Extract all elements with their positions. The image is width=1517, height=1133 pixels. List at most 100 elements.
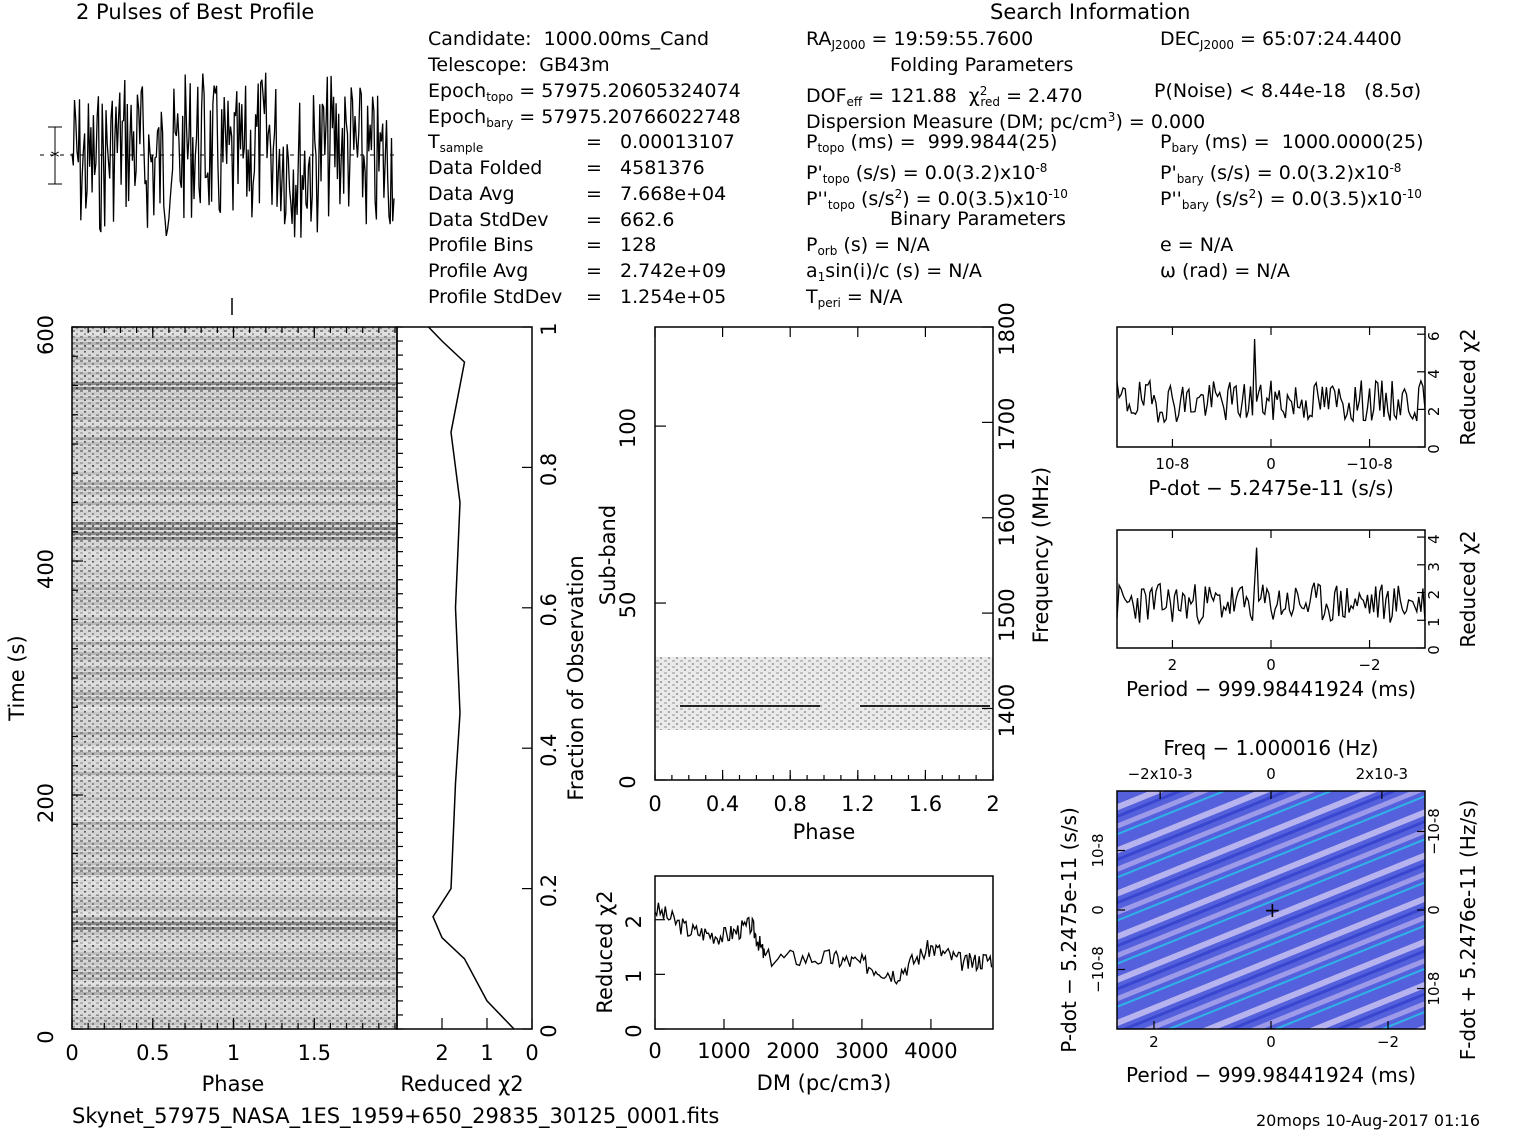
ra-label: RA [806, 28, 832, 50]
time-phase-band [72, 807, 397, 810]
time-phase-band [72, 682, 397, 685]
time-phase-band [72, 627, 397, 630]
time-phase-band [72, 827, 397, 830]
subband-phase-tick-label: 2 [986, 792, 999, 816]
time-phase-band [72, 722, 397, 725]
subband-axis-label: Sub-band [596, 505, 620, 605]
chi-value: = 2.470 [1000, 85, 1083, 107]
time-phase-band [72, 437, 397, 440]
porb-value: (s) = N/A [837, 234, 930, 256]
time-phase-band [72, 662, 397, 665]
phase-axis-label: Phase [202, 1072, 265, 1096]
dm-tick-label: 1000 [697, 1039, 750, 1063]
time-phase-band [72, 812, 397, 815]
a1-label: a [806, 260, 818, 282]
time-phase-band [72, 777, 397, 780]
profile-errorbar-star: * [51, 147, 60, 168]
map-tick-label: −2 [1377, 1033, 1399, 1051]
pdtopo-label: P' [806, 162, 823, 184]
subband-tick-label: 0 [616, 775, 640, 788]
pddtopo-sub: topo [827, 198, 855, 212]
dm-line [654, 902, 993, 986]
epoch-topo-sub: topo [486, 90, 514, 104]
subband-axes: 0 0.4 0.8 1.2 1.6 2 0 50 100 Phase Sub-band 1400 150… [596, 302, 1053, 844]
phase-tick-label: 0.5 [136, 1041, 169, 1065]
time-phase-band [72, 697, 397, 700]
frequency-tick-label: 1400 [995, 684, 1019, 737]
pbary-sub: bary [1171, 141, 1199, 155]
time-phase-band [72, 517, 397, 520]
fraction-axis-label: Fraction of Observation [564, 555, 588, 800]
time-phase-band [72, 457, 397, 460]
small-plot-tick-label: 0 [1266, 455, 1276, 473]
pdot-plot: 10-8 0 −10-8 0 2 4 6 P-dot − 5.2475e-11 (s/s) Re… [1116, 327, 1480, 500]
dof-value: = 121.88 [862, 85, 969, 107]
a1-value: sin(i)/c (s) = N/A [825, 260, 982, 282]
chi-symbol: χ [968, 85, 980, 107]
fraction-tick-label: 0 [537, 1024, 561, 1037]
time-phase-band [72, 582, 397, 585]
dm-tick-label: 2000 [766, 1039, 819, 1063]
small-plot-y-tick-label: 1 [1425, 617, 1443, 627]
pnoise-line: P(Noise) < 8.44e-18 (8.5σ) [1154, 80, 1422, 102]
profile-bins-label: Profile Bins [428, 234, 534, 256]
time-phase-band [72, 977, 397, 980]
dm-plot: 0 1000 2000 3000 4000 0 1 2 DM (pc/cm3) Reduced χ… [593, 890, 993, 1095]
time-phase-band [72, 877, 397, 880]
pbary-line: Pbary (ms) = 1000.0000(25) [1160, 131, 1424, 159]
map-y-tick-label: 10-8 [1089, 833, 1107, 867]
profile-std-label: Profile StdDev [428, 286, 563, 308]
time-phase-band [72, 342, 397, 345]
time-phase-band [72, 1012, 397, 1015]
dm-tick-label: 0 [648, 1039, 661, 1063]
time-phase-band [72, 882, 397, 885]
time-phase-band [72, 602, 397, 605]
time-phase-band [72, 352, 397, 355]
time-phase-band [72, 967, 397, 970]
time-phase-band [72, 467, 397, 470]
dm-sup: 3 [1107, 110, 1116, 124]
map-tick-label: 2 [1149, 1033, 1159, 1051]
time-phase-band [72, 692, 397, 695]
subband-phase-tick-label: 1.6 [909, 792, 942, 816]
time-phase-band [72, 752, 397, 755]
tsample-value: = 0.00013107 [586, 131, 735, 153]
small-plot-tick-label: 0 [1266, 656, 1276, 674]
time-phase-band [72, 897, 397, 900]
dof-label: DOF [806, 85, 847, 107]
time-phase-band [72, 552, 397, 555]
time-phase-band [72, 907, 397, 910]
time-phase-band [72, 937, 397, 940]
time-phase-band [72, 597, 397, 600]
time-phase-band [72, 1017, 397, 1020]
tperi-value: = N/A [840, 286, 903, 308]
phase-tick-label: 1 [227, 1041, 240, 1065]
map-top-tick-label: −2x10-3 [1128, 765, 1193, 783]
time-phase-band [72, 572, 397, 575]
time-phase-band [72, 1007, 397, 1010]
epoch-bary-value: = 57975.20766022748 [513, 106, 741, 128]
dof-line: DOFeff = 121.88 χ2red = 2.470 [806, 80, 1082, 113]
time-phase-band [72, 997, 397, 1000]
epoch-bary-sub: bary [486, 116, 514, 130]
map-title: Freq − 1.000016 (Hz) [1163, 736, 1378, 760]
ptopo-sub: topo [817, 141, 845, 155]
time-phase-band [72, 447, 397, 450]
small-plot-y-tick-label: 6 [1425, 331, 1443, 341]
dm-tick-label: 4000 [904, 1039, 957, 1063]
subband-tick-label: 50 [616, 592, 640, 619]
time-phase-band [72, 962, 397, 965]
dm-chi2-axis-label: Reduced χ2 [593, 890, 617, 1013]
profile-plot: * [40, 72, 395, 315]
time-phase-band [72, 512, 397, 515]
pbary-label: P [1160, 131, 1172, 153]
pddtopo-label: P'' [806, 188, 828, 210]
time-phase-band [72, 862, 397, 865]
pddbary-line: P''bary (s/s2) = 0.0(3.5)x10-10 [1160, 183, 1422, 216]
tsample-sub: sample [439, 141, 484, 155]
dec-label: DEC [1160, 28, 1200, 50]
search-title: Search Information [990, 0, 1191, 24]
dm-value: ) = 0.000 [1115, 111, 1206, 133]
time-phase-band [72, 397, 397, 400]
time-phase-band [72, 427, 397, 430]
